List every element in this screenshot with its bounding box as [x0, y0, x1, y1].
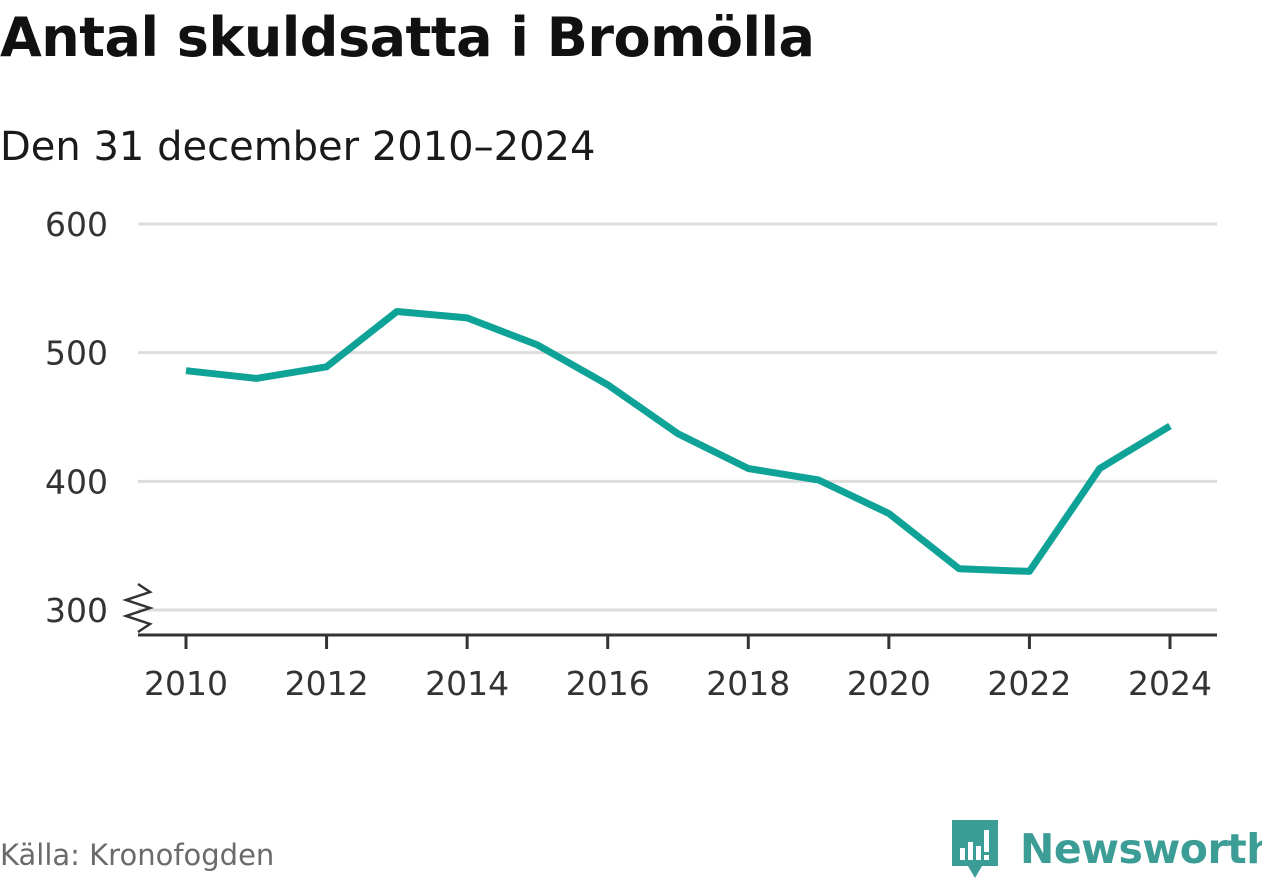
axis-break-icon: [122, 582, 154, 634]
newsworthy-logo-icon: [952, 820, 998, 878]
x-tick-labels: 2010 2012 2014 2016 2018 2020 2022 2024: [144, 664, 1212, 703]
y-tick-label-600: 600: [45, 205, 108, 244]
data-point-2011: [253, 375, 260, 382]
y-tick-labels: 300 400 500 600: [45, 205, 108, 630]
grid-lines: [138, 222, 1217, 612]
data-point-2020: [885, 510, 892, 517]
x-tick-label-2012: 2012: [285, 664, 369, 703]
series-layer: [183, 308, 1174, 575]
data-point-2017: [675, 430, 682, 437]
chart-subtitle: Den 31 december 2010–2024: [0, 124, 596, 170]
x-tick-label-2018: 2018: [706, 664, 790, 703]
x-tick-label-2016: 2016: [566, 664, 650, 703]
y-tick-label-400: 400: [45, 462, 108, 501]
data-point-2018: [745, 465, 752, 472]
data-point-2022: [1026, 568, 1033, 575]
data-point-2023: [1096, 465, 1103, 472]
data-point-2021: [956, 565, 963, 572]
data-point-2019: [815, 477, 822, 484]
x-tick-label-2022: 2022: [987, 664, 1071, 703]
brand-name: Newsworthy: [1020, 825, 1262, 873]
line-chart: 300 400 500 600 2010 2012 2014 2016 2018 2020 202…: [45, 205, 1217, 703]
data-point-2013: [393, 308, 400, 315]
x-tick-label-2020: 2020: [847, 664, 931, 703]
x-tick-label-2010: 2010: [144, 664, 228, 703]
data-point-2016: [604, 381, 611, 388]
x-tick-label-2014: 2014: [425, 664, 509, 703]
x-axis: [122, 582, 1217, 649]
series-line: [185, 308, 1172, 575]
data-point-2014: [464, 314, 471, 321]
x-tick-label-2024: 2024: [1128, 664, 1212, 703]
source-note: Källa: Kronofogden: [0, 838, 275, 872]
y-tick-label-500: 500: [45, 334, 108, 373]
brand: Newsworthy: [950, 818, 1262, 880]
data-point-2012: [323, 363, 330, 370]
data-point-2015: [534, 341, 541, 348]
data-point-2010: [183, 367, 190, 374]
data-point-2024: [1167, 423, 1174, 430]
y-tick-label-300: 300: [45, 591, 108, 630]
chart-title: Antal skuldsatta i Bromölla: [0, 6, 815, 69]
